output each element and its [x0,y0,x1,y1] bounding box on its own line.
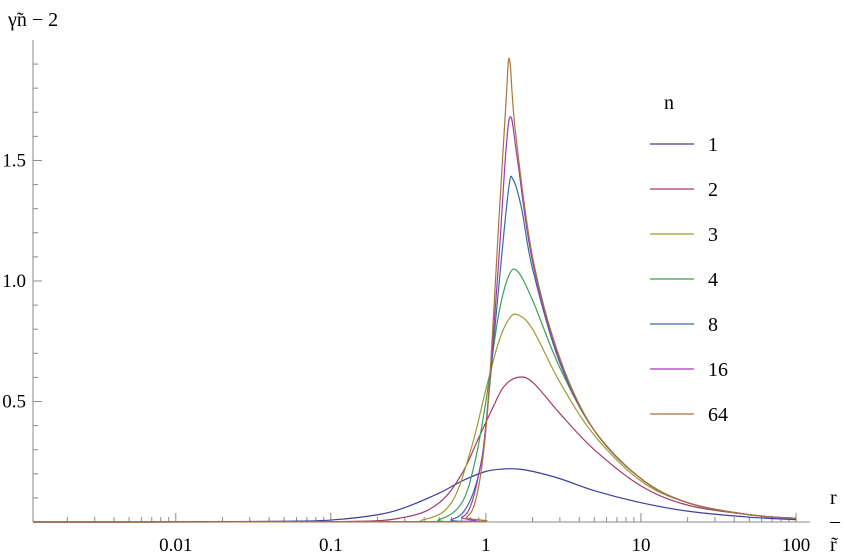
legend: n 1 2 3 4 8 16 64 [650,92,728,426]
y-axis-label: γ̃n − 2 [7,9,58,31]
x-tick-label: 0.1 [319,535,343,555]
legend-label-n64: 64 [708,404,728,426]
x-axis-label-rule: – [829,510,841,532]
y-tick-label: 0.5 [2,391,26,412]
series-group [32,57,797,523]
x-axis-label-bottom: r̃ [830,534,838,555]
legend-label-n3: 3 [708,224,718,246]
x-axis-label-top: r [830,487,837,509]
legend-items: 1 2 3 4 8 16 64 [650,134,728,426]
series-line-n2 [32,376,797,523]
x-tick-label: 0.01 [159,535,192,555]
ticks [33,63,797,522]
series-line-n16 [32,116,797,523]
x-tick-label: 100 [782,535,811,555]
legend-label-n16: 16 [708,359,728,381]
series-line-n1 [32,468,797,523]
legend-label-n8: 8 [708,314,718,336]
series-line-n3 [32,313,797,523]
tick-labels: 0.01 0.1 1 10 100 0.5 1.0 1.5 [2,150,810,555]
axes [32,40,810,523]
y-tick-label: 1.5 [2,150,26,171]
y-tick-label: 1.0 [2,271,26,292]
x-tick-label: 1 [481,535,491,555]
legend-label-n1: 1 [708,134,718,156]
series-line-n4 [32,268,797,523]
legend-label-n4: 4 [708,269,718,291]
series-line-n8 [32,175,797,523]
series-line-n64 [32,57,797,523]
legend-title: n [664,92,674,114]
x-tick-label: 10 [631,535,650,555]
legend-label-n2: 2 [708,179,718,201]
